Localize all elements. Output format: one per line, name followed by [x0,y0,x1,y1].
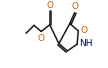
Text: O: O [37,34,44,43]
Text: O: O [71,2,78,11]
Text: NH: NH [79,39,93,48]
Text: O: O [80,26,87,35]
Text: O: O [47,1,54,10]
